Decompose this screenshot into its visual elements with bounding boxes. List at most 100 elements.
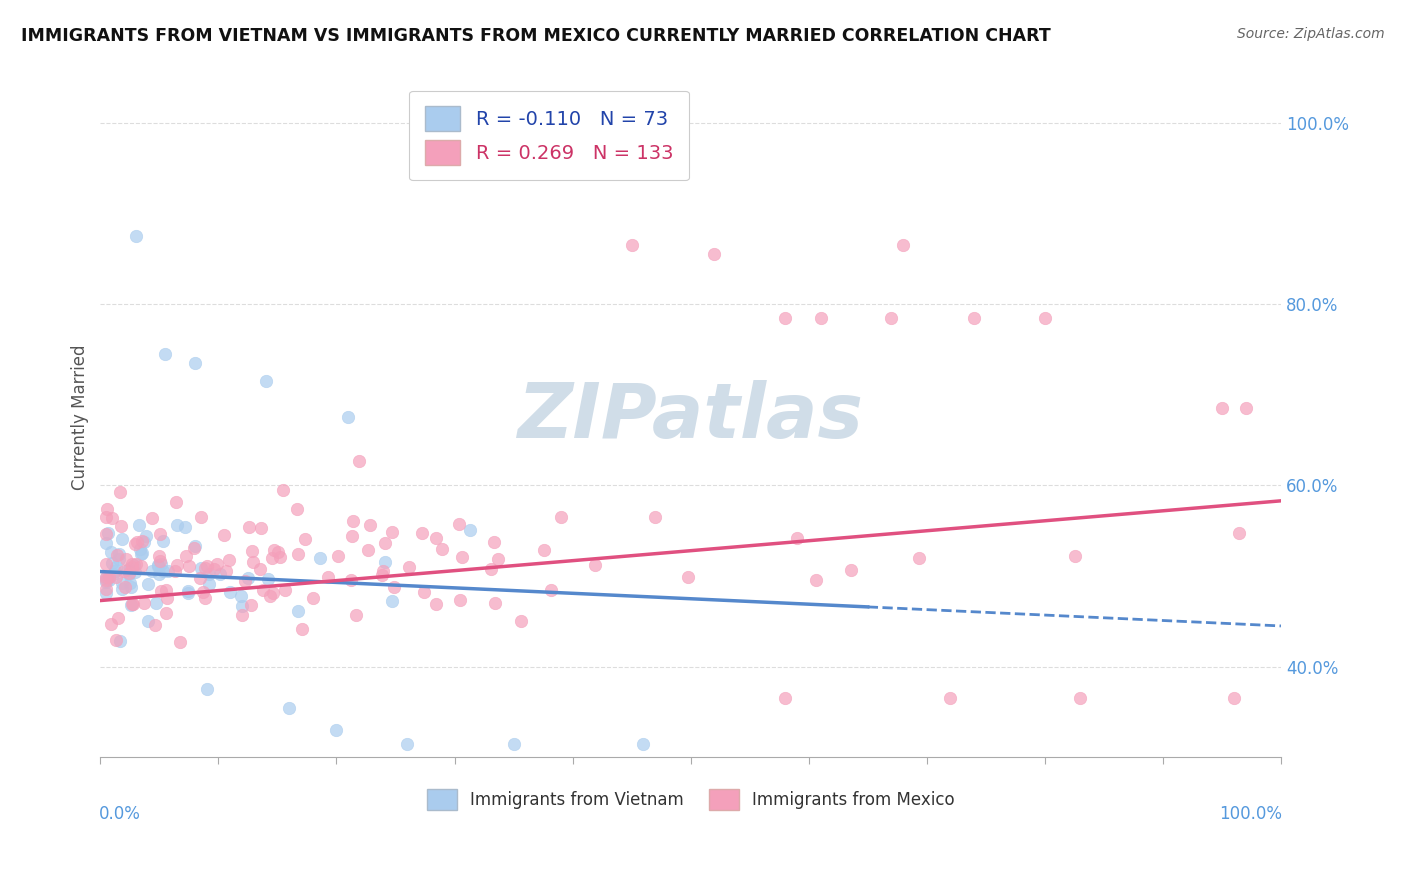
Point	[374, 556, 396, 570]
Point	[191, 585, 214, 599]
Point	[346, 607, 368, 622]
Point	[240, 543, 263, 558]
Point	[219, 585, 242, 599]
Point	[382, 580, 405, 594]
Point	[620, 238, 643, 252]
Point	[939, 691, 962, 706]
Point	[146, 559, 169, 574]
Point	[194, 591, 217, 606]
Point	[131, 534, 153, 549]
Point	[96, 502, 118, 516]
Point	[155, 606, 177, 620]
Point	[149, 583, 172, 598]
Point	[250, 521, 273, 535]
Point	[194, 560, 217, 574]
Point	[1222, 691, 1244, 706]
Point	[165, 495, 187, 509]
Point	[197, 567, 219, 582]
Point	[205, 557, 228, 571]
Point	[152, 564, 174, 578]
Point	[486, 551, 509, 566]
Point	[101, 556, 124, 570]
Point	[413, 585, 436, 599]
Point	[374, 536, 396, 550]
Point	[103, 567, 125, 582]
Point	[118, 560, 141, 574]
Point	[309, 550, 332, 565]
Point	[432, 542, 454, 557]
Point	[163, 565, 186, 579]
Point	[235, 574, 257, 588]
Y-axis label: Currently Married: Currently Married	[72, 344, 89, 491]
Point	[266, 545, 288, 559]
Point	[449, 516, 471, 531]
Point	[141, 510, 163, 524]
Point	[252, 582, 274, 597]
Point	[100, 616, 122, 631]
Point	[425, 597, 447, 611]
Point	[242, 556, 264, 570]
Point	[274, 582, 297, 597]
Point	[184, 356, 207, 370]
Point	[108, 552, 131, 566]
Point	[129, 559, 152, 574]
Point	[451, 550, 474, 565]
Point	[149, 527, 172, 541]
Point	[96, 582, 118, 597]
Point	[111, 582, 134, 597]
Point	[703, 247, 725, 261]
Point	[124, 565, 146, 579]
Point	[259, 589, 281, 603]
Point	[110, 519, 132, 533]
Point	[328, 549, 350, 564]
Point	[134, 535, 156, 549]
Point	[149, 554, 172, 568]
Point	[117, 563, 139, 577]
Point	[550, 510, 572, 524]
Point	[644, 510, 666, 524]
Point	[166, 558, 188, 573]
Point	[97, 525, 120, 540]
Point	[125, 558, 148, 572]
Point	[676, 569, 699, 583]
Point	[145, 596, 167, 610]
Point	[502, 737, 524, 751]
Point	[294, 533, 316, 547]
Point	[97, 570, 120, 584]
Point	[96, 527, 118, 541]
Point	[1063, 549, 1085, 563]
Point	[121, 597, 143, 611]
Point	[398, 559, 420, 574]
Point	[482, 534, 505, 549]
Point	[1234, 401, 1257, 416]
Point	[804, 574, 827, 588]
Point	[101, 511, 124, 525]
Point	[262, 550, 284, 565]
Point	[190, 561, 212, 575]
Point	[278, 700, 301, 714]
Point	[149, 558, 172, 572]
Point	[411, 526, 433, 541]
Point	[316, 570, 339, 584]
Point	[105, 548, 128, 562]
Point	[249, 562, 271, 576]
Point	[285, 501, 308, 516]
Point	[449, 592, 471, 607]
Point	[359, 518, 381, 533]
Point	[118, 566, 141, 581]
Point	[373, 564, 395, 578]
Point	[218, 553, 240, 567]
Point	[121, 597, 143, 611]
Point	[540, 582, 562, 597]
Point	[425, 531, 447, 545]
Point	[104, 633, 127, 648]
Point	[96, 586, 118, 600]
Point	[342, 514, 364, 528]
Point	[1069, 691, 1091, 706]
Point	[122, 558, 145, 572]
Point	[166, 517, 188, 532]
Point	[197, 576, 219, 591]
Point	[124, 537, 146, 551]
Point	[229, 589, 252, 603]
Point	[105, 560, 128, 574]
